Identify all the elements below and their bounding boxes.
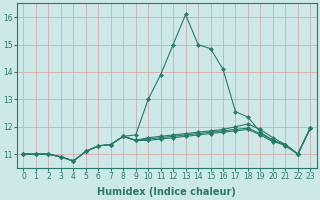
X-axis label: Humidex (Indice chaleur): Humidex (Indice chaleur) <box>98 187 236 197</box>
